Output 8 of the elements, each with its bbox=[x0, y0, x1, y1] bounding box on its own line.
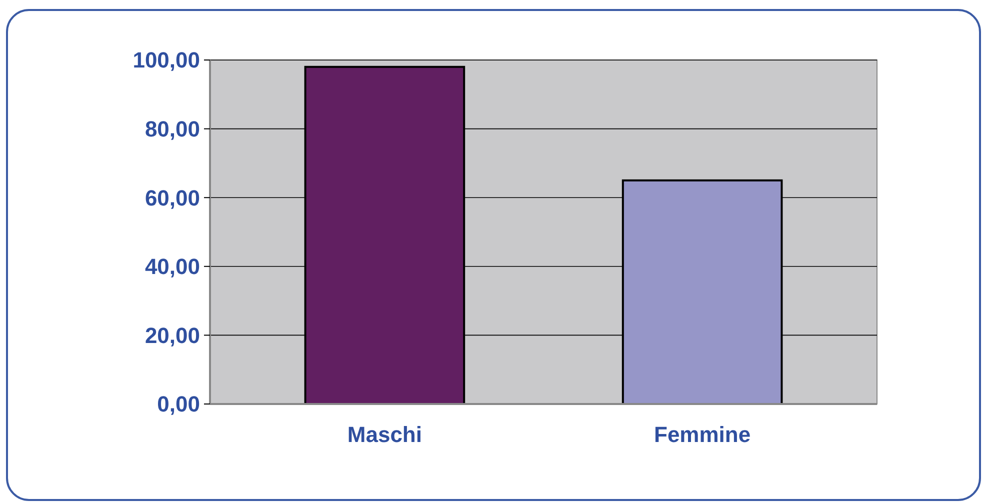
y-tick-label: 20,00 bbox=[144, 322, 200, 348]
y-tick-label: 100,00 bbox=[132, 48, 200, 73]
y-tick-label: 60,00 bbox=[144, 185, 200, 210]
y-tick-label: 80,00 bbox=[144, 116, 200, 142]
y-tick-label: 0,00 bbox=[157, 392, 200, 417]
x-tick-label: Maschi bbox=[347, 422, 422, 447]
y-tick-label: 40,00 bbox=[144, 254, 200, 280]
x-tick-label: Femmine bbox=[654, 422, 751, 447]
